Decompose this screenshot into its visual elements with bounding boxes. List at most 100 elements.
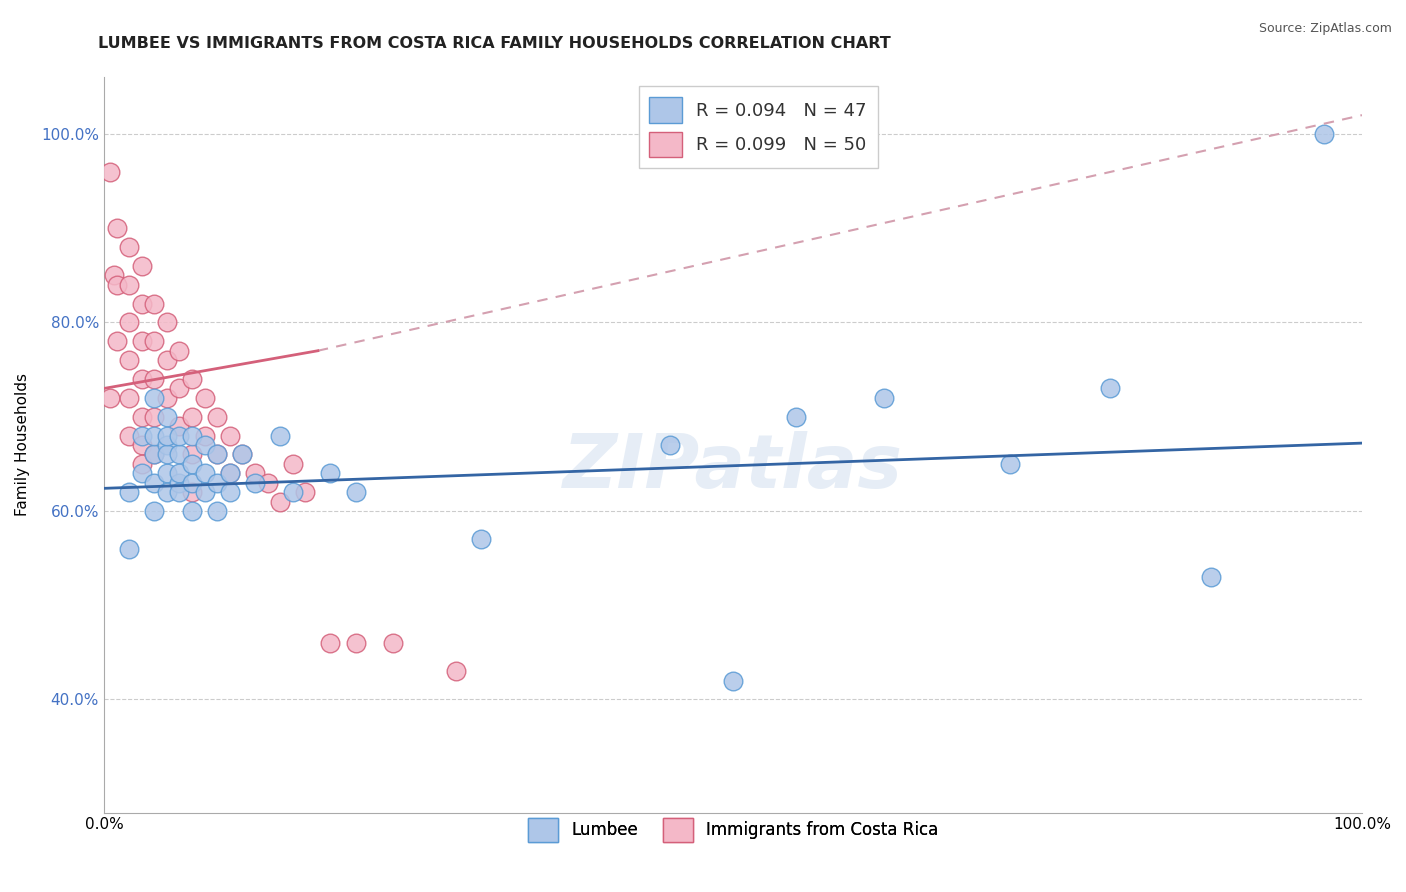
Point xyxy=(169,343,191,358)
Point xyxy=(194,438,217,452)
Point xyxy=(169,467,191,481)
Point xyxy=(181,372,204,386)
Point xyxy=(169,381,191,395)
Point xyxy=(156,428,179,442)
Text: LUMBEE VS IMMIGRANTS FROM COSTA RICA FAMILY HOUSEHOLDS CORRELATION CHART: LUMBEE VS IMMIGRANTS FROM COSTA RICA FAM… xyxy=(98,36,891,51)
Point xyxy=(181,409,204,424)
Point xyxy=(156,447,179,461)
Point xyxy=(131,467,153,481)
Point xyxy=(721,673,744,688)
Point xyxy=(181,504,204,518)
Point xyxy=(143,334,166,349)
Point xyxy=(105,277,128,292)
Point xyxy=(256,475,278,490)
Point xyxy=(269,494,291,508)
Point xyxy=(105,334,128,349)
Point xyxy=(382,636,405,650)
Point xyxy=(181,475,204,490)
Point xyxy=(205,475,228,490)
Point xyxy=(98,391,121,405)
Point xyxy=(319,636,342,650)
Point xyxy=(218,485,240,500)
Point xyxy=(194,467,217,481)
Point xyxy=(319,467,342,481)
Point xyxy=(344,485,367,500)
Point xyxy=(143,409,166,424)
Point xyxy=(118,541,141,556)
Point xyxy=(281,485,304,500)
Point xyxy=(269,428,291,442)
Point xyxy=(218,467,240,481)
Point xyxy=(998,457,1021,471)
Point xyxy=(118,428,141,442)
Point xyxy=(156,409,179,424)
Point xyxy=(118,485,141,500)
Point xyxy=(205,504,228,518)
Point xyxy=(181,457,204,471)
Text: Source: ZipAtlas.com: Source: ZipAtlas.com xyxy=(1258,22,1392,36)
Point xyxy=(218,428,240,442)
Point xyxy=(143,428,166,442)
Point xyxy=(169,428,191,442)
Point xyxy=(143,475,166,490)
Point xyxy=(156,316,179,330)
Point xyxy=(131,409,153,424)
Point xyxy=(143,504,166,518)
Point xyxy=(131,438,153,452)
Point xyxy=(131,372,153,386)
Point xyxy=(105,221,128,235)
Point xyxy=(143,372,166,386)
Point xyxy=(1099,381,1122,395)
Point xyxy=(181,428,204,442)
Point xyxy=(156,438,179,452)
Point xyxy=(143,391,166,405)
Point xyxy=(143,296,166,310)
Point xyxy=(169,485,191,500)
Point xyxy=(118,240,141,254)
Point xyxy=(131,259,153,273)
Point xyxy=(785,409,807,424)
Point xyxy=(131,428,153,442)
Point xyxy=(1199,570,1222,584)
Point xyxy=(444,664,467,678)
Point xyxy=(143,447,166,461)
Point xyxy=(131,296,153,310)
Point xyxy=(243,475,266,490)
Point xyxy=(873,391,896,405)
Point xyxy=(169,447,191,461)
Y-axis label: Family Households: Family Households xyxy=(15,374,30,516)
Point xyxy=(205,447,228,461)
Point xyxy=(231,447,253,461)
Point xyxy=(131,457,153,471)
Point xyxy=(294,485,316,500)
Point xyxy=(169,475,191,490)
Point xyxy=(118,391,141,405)
Point xyxy=(181,447,204,461)
Point xyxy=(470,533,492,547)
Point xyxy=(98,164,121,178)
Point xyxy=(118,353,141,368)
Point xyxy=(344,636,367,650)
Point xyxy=(181,485,204,500)
Point xyxy=(143,447,166,461)
Point xyxy=(156,391,179,405)
Point xyxy=(131,334,153,349)
Point xyxy=(1313,127,1336,141)
Point xyxy=(243,467,266,481)
Point xyxy=(281,457,304,471)
Point xyxy=(156,485,179,500)
Point xyxy=(231,447,253,461)
Point xyxy=(205,447,228,461)
Point xyxy=(118,316,141,330)
Point xyxy=(103,268,125,283)
Point xyxy=(169,419,191,434)
Text: ZIPatlas: ZIPatlas xyxy=(562,431,903,504)
Point xyxy=(659,438,682,452)
Point xyxy=(194,485,217,500)
Point xyxy=(156,353,179,368)
Point xyxy=(156,467,179,481)
Legend: Lumbee, Immigrants from Costa Rica: Lumbee, Immigrants from Costa Rica xyxy=(522,812,945,848)
Point xyxy=(205,409,228,424)
Point xyxy=(194,391,217,405)
Point xyxy=(118,277,141,292)
